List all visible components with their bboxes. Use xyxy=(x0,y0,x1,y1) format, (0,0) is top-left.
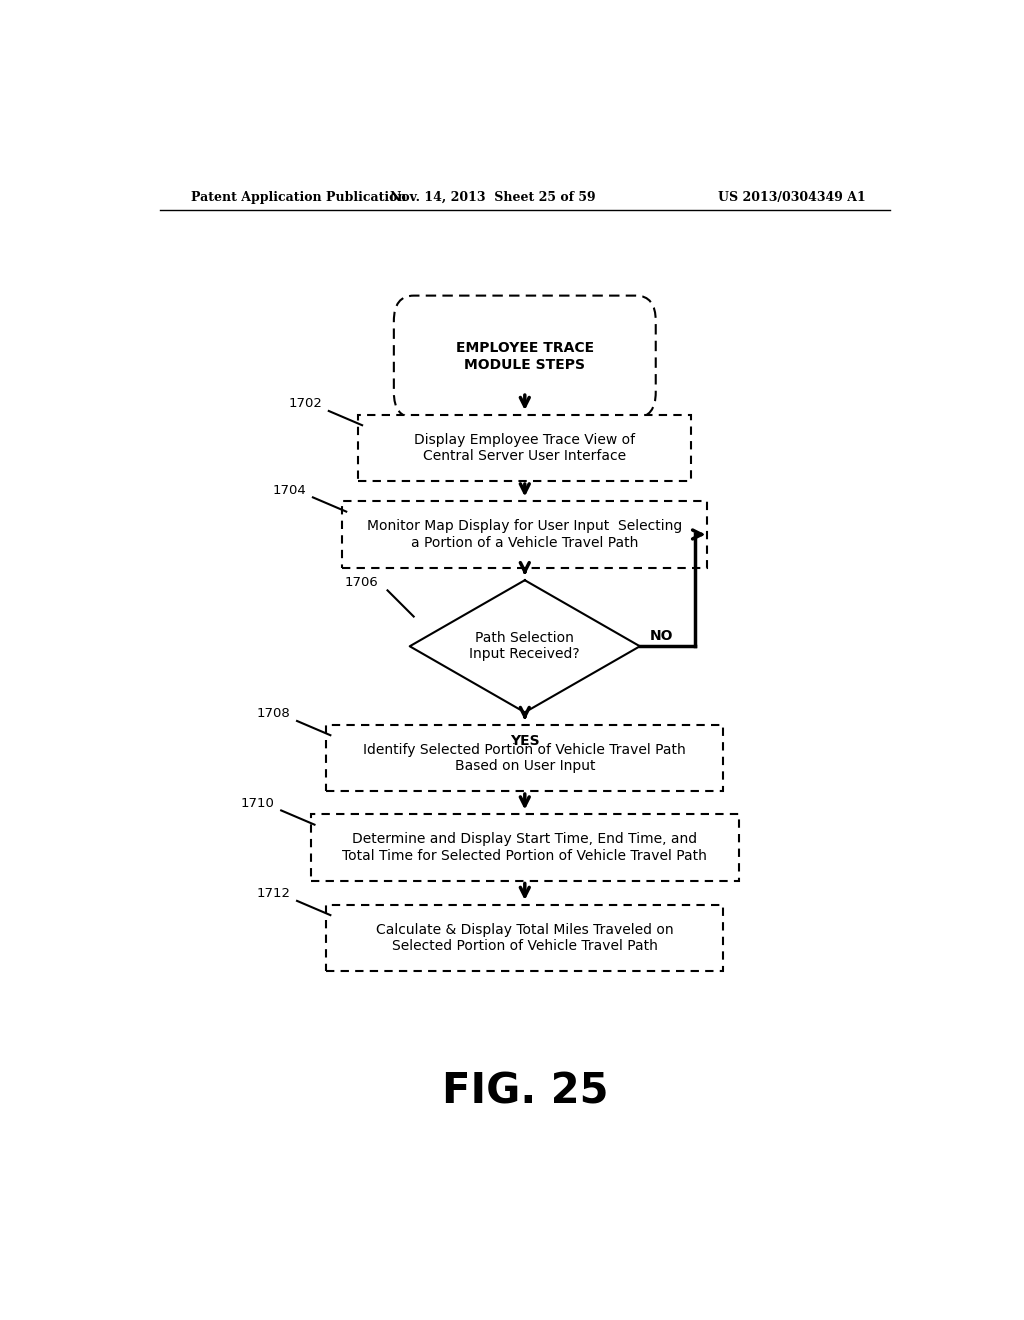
FancyBboxPatch shape xyxy=(310,814,739,880)
Text: Determine and Display Start Time, End Time, and
Total Time for Selected Portion : Determine and Display Start Time, End Ti… xyxy=(342,833,708,862)
Text: 1706: 1706 xyxy=(344,576,378,589)
Text: Display Employee Trace View of
Central Server User Interface: Display Employee Trace View of Central S… xyxy=(415,433,635,463)
Text: Patent Application Publication: Patent Application Publication xyxy=(191,190,407,203)
FancyBboxPatch shape xyxy=(327,725,723,791)
Text: Monitor Map Display for User Input  Selecting
a Portion of a Vehicle Travel Path: Monitor Map Display for User Input Selec… xyxy=(368,519,682,549)
Text: EMPLOYEE TRACE
MODULE STEPS: EMPLOYEE TRACE MODULE STEPS xyxy=(456,342,594,372)
Text: NO: NO xyxy=(649,630,673,643)
Text: Path Selection
Input Received?: Path Selection Input Received? xyxy=(469,631,581,661)
FancyBboxPatch shape xyxy=(394,296,655,417)
Text: Nov. 14, 2013  Sheet 25 of 59: Nov. 14, 2013 Sheet 25 of 59 xyxy=(390,190,596,203)
Text: Calculate & Display Total Miles Traveled on
Selected Portion of Vehicle Travel P: Calculate & Display Total Miles Traveled… xyxy=(376,923,674,953)
Text: 1702: 1702 xyxy=(289,397,323,411)
Text: YES: YES xyxy=(510,734,540,748)
Text: Identify Selected Portion of Vehicle Travel Path
Based on User Input: Identify Selected Portion of Vehicle Tra… xyxy=(364,743,686,774)
Text: 1708: 1708 xyxy=(257,708,291,721)
FancyBboxPatch shape xyxy=(342,502,708,568)
Text: 1710: 1710 xyxy=(241,797,274,809)
Text: US 2013/0304349 A1: US 2013/0304349 A1 xyxy=(718,190,866,203)
FancyBboxPatch shape xyxy=(327,906,723,972)
FancyBboxPatch shape xyxy=(358,414,691,480)
Text: 1712: 1712 xyxy=(257,887,291,900)
Text: 1704: 1704 xyxy=(272,483,306,496)
Text: FIG. 25: FIG. 25 xyxy=(441,1071,608,1113)
